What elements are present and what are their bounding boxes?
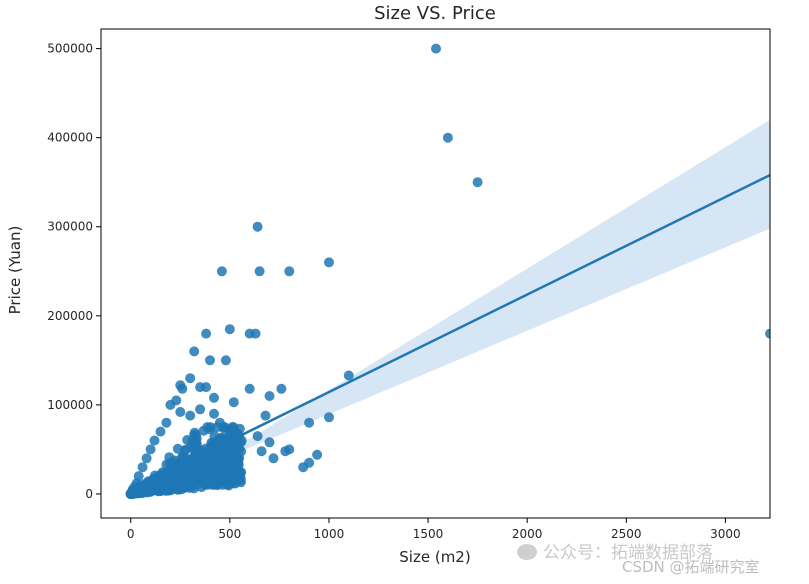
axes: 0 500 1000 1500 2000 2500 3000 0 100000 200000 300… [47,28,771,541]
data-point [284,266,295,277]
data-point [141,453,152,464]
data-point [164,452,175,463]
data-point [442,132,453,143]
data-point [324,257,334,268]
data-point [225,475,236,485]
data-point [171,395,182,406]
data-point [280,446,291,457]
data-point [254,266,265,277]
data-point [343,370,354,381]
data-point [137,462,148,473]
data-point [232,452,243,463]
data-point [252,431,263,442]
data-point [185,373,196,384]
data-point [173,468,184,479]
data-point [256,446,267,457]
data-point [188,472,199,483]
watermark-wechat: 公众号：拓端数据部落 [517,538,713,563]
x-tick-label: 500 [218,527,241,541]
data-point [180,478,190,489]
x-tick-label: 2000 [512,527,543,541]
data-point [218,465,229,476]
data-point [145,444,156,455]
data-point [228,397,239,408]
chart-title: Size VS. Price [374,3,496,24]
plot-content [125,43,770,499]
data-point [431,43,441,54]
data-point [298,462,309,473]
data-point [216,266,227,277]
data-point [185,410,196,421]
data-point [175,407,186,417]
data-point [177,383,188,394]
data-point [189,346,200,357]
data-point [236,435,247,446]
data-point [252,221,263,232]
data-point [142,483,153,494]
data-point [214,417,225,428]
plot-area [125,43,770,499]
data-point [155,426,166,437]
data-point [209,392,219,403]
data-point [149,435,160,446]
data-point [233,474,244,485]
data-point [209,408,219,419]
y-tick-label: 300000 [47,220,93,234]
x-tick-label: 3000 [710,527,741,541]
x-tick-label: 2500 [611,527,642,541]
data-point [250,328,261,339]
data-point [268,453,279,464]
data-point [201,382,212,393]
data-point [264,391,275,401]
data-point [472,177,483,188]
x-tick-label: 1000 [314,527,345,541]
y-tick-label: 500000 [47,42,93,56]
wechat-icon [517,544,537,560]
data-point [224,324,235,335]
data-point [244,383,255,394]
data-point [201,476,212,487]
data-point [201,328,212,339]
watermark-line1: 公众号：拓端数据部落 [543,543,713,563]
watermark-csdn: CSDN @拓端研究室 [622,558,760,576]
x-tick-label: 1500 [413,527,444,541]
data-point [205,355,215,366]
x-tick-label: 0 [127,527,135,541]
y-axis-label: Price (Yuan) [6,226,24,315]
data-point [195,404,206,415]
data-point [260,410,271,421]
y-tick-label: 400000 [47,131,93,145]
y-tick-label: 100000 [47,398,93,412]
x-axis-label: Size (m2) [399,548,470,566]
data-point [304,417,315,428]
data-point [222,450,233,461]
axes-frame [100,28,771,519]
data-point [224,426,235,437]
data-point [209,477,220,488]
data-point [312,449,323,460]
data-point [188,483,199,494]
data-point [264,437,275,448]
regression-line [132,173,770,490]
data-point [276,383,287,394]
data-point [220,355,231,366]
data-point [765,328,770,339]
y-tick-label: 200000 [47,309,93,323]
y-tick-label: 0 [85,487,93,501]
data-point [155,486,166,497]
data-point [126,487,137,498]
data-point [189,427,200,438]
data-point [161,417,172,428]
data-point [324,412,334,423]
